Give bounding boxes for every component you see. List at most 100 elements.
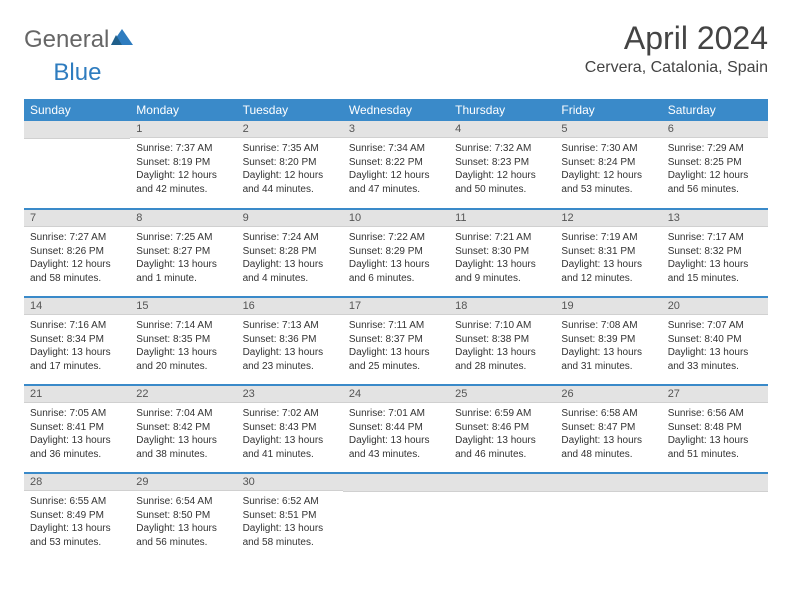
daylight-text: Daylight: 13 hours and 56 minutes. bbox=[136, 522, 230, 549]
sunrise-text: Sunrise: 7:24 AM bbox=[243, 231, 337, 245]
weekday-header: Saturday bbox=[662, 99, 768, 121]
sunset-text: Sunset: 8:31 PM bbox=[561, 245, 655, 259]
sunrise-text: Sunrise: 7:07 AM bbox=[668, 319, 762, 333]
day-number: 3 bbox=[343, 121, 449, 138]
sunrise-text: Sunrise: 7:16 AM bbox=[30, 319, 124, 333]
calendar-day-cell: 5Sunrise: 7:30 AMSunset: 8:24 PMDaylight… bbox=[555, 121, 661, 209]
calendar-day-cell: 7Sunrise: 7:27 AMSunset: 8:26 PMDaylight… bbox=[24, 209, 130, 297]
day-number: 23 bbox=[237, 386, 343, 403]
day-number: 26 bbox=[555, 386, 661, 403]
sunrise-text: Sunrise: 7:37 AM bbox=[136, 142, 230, 156]
sunset-text: Sunset: 8:22 PM bbox=[349, 156, 443, 170]
calendar-table: Sunday Monday Tuesday Wednesday Thursday… bbox=[24, 99, 768, 561]
sunset-text: Sunset: 8:27 PM bbox=[136, 245, 230, 259]
day-details: Sunrise: 7:29 AMSunset: 8:25 PMDaylight:… bbox=[662, 138, 768, 200]
sunrise-text: Sunrise: 7:01 AM bbox=[349, 407, 443, 421]
day-details: Sunrise: 7:04 AMSunset: 8:42 PMDaylight:… bbox=[130, 403, 236, 465]
day-details: Sunrise: 6:55 AMSunset: 8:49 PMDaylight:… bbox=[24, 491, 130, 553]
day-number-bar bbox=[555, 474, 661, 492]
day-number: 1 bbox=[130, 121, 236, 138]
daylight-text: Daylight: 13 hours and 23 minutes. bbox=[243, 346, 337, 373]
calendar-day-cell: 6Sunrise: 7:29 AMSunset: 8:25 PMDaylight… bbox=[662, 121, 768, 209]
calendar-day-cell: 24Sunrise: 7:01 AMSunset: 8:44 PMDayligh… bbox=[343, 385, 449, 473]
day-number: 22 bbox=[130, 386, 236, 403]
sunset-text: Sunset: 8:23 PM bbox=[455, 156, 549, 170]
day-details: Sunrise: 7:08 AMSunset: 8:39 PMDaylight:… bbox=[555, 315, 661, 377]
daylight-text: Daylight: 13 hours and 31 minutes. bbox=[561, 346, 655, 373]
sunrise-text: Sunrise: 7:27 AM bbox=[30, 231, 124, 245]
day-number: 12 bbox=[555, 210, 661, 227]
day-details: Sunrise: 7:25 AMSunset: 8:27 PMDaylight:… bbox=[130, 227, 236, 289]
logo: General bbox=[24, 20, 135, 54]
day-number: 7 bbox=[24, 210, 130, 227]
sunrise-text: Sunrise: 7:04 AM bbox=[136, 407, 230, 421]
daylight-text: Daylight: 12 hours and 53 minutes. bbox=[561, 169, 655, 196]
sunset-text: Sunset: 8:36 PM bbox=[243, 333, 337, 347]
day-details: Sunrise: 6:54 AMSunset: 8:50 PMDaylight:… bbox=[130, 491, 236, 553]
day-details: Sunrise: 7:02 AMSunset: 8:43 PMDaylight:… bbox=[237, 403, 343, 465]
sunset-text: Sunset: 8:28 PM bbox=[243, 245, 337, 259]
sunrise-text: Sunrise: 7:34 AM bbox=[349, 142, 443, 156]
day-number: 8 bbox=[130, 210, 236, 227]
calendar-day-cell: 18Sunrise: 7:10 AMSunset: 8:38 PMDayligh… bbox=[449, 297, 555, 385]
day-number: 19 bbox=[555, 298, 661, 315]
day-details: Sunrise: 7:11 AMSunset: 8:37 PMDaylight:… bbox=[343, 315, 449, 377]
day-details: Sunrise: 7:16 AMSunset: 8:34 PMDaylight:… bbox=[24, 315, 130, 377]
calendar-day-cell bbox=[662, 473, 768, 561]
day-number: 15 bbox=[130, 298, 236, 315]
sunrise-text: Sunrise: 7:17 AM bbox=[668, 231, 762, 245]
weekday-header: Monday bbox=[130, 99, 236, 121]
sunrise-text: Sunrise: 7:02 AM bbox=[243, 407, 337, 421]
sunset-text: Sunset: 8:47 PM bbox=[561, 421, 655, 435]
weekday-header: Wednesday bbox=[343, 99, 449, 121]
calendar-day-cell: 23Sunrise: 7:02 AMSunset: 8:43 PMDayligh… bbox=[237, 385, 343, 473]
day-number-bar bbox=[449, 474, 555, 492]
sunrise-text: Sunrise: 7:22 AM bbox=[349, 231, 443, 245]
calendar-day-cell: 26Sunrise: 6:58 AMSunset: 8:47 PMDayligh… bbox=[555, 385, 661, 473]
location: Cervera, Catalonia, Spain bbox=[585, 59, 768, 77]
day-details: Sunrise: 7:13 AMSunset: 8:36 PMDaylight:… bbox=[237, 315, 343, 377]
daylight-text: Daylight: 12 hours and 56 minutes. bbox=[668, 169, 762, 196]
sunset-text: Sunset: 8:25 PM bbox=[668, 156, 762, 170]
daylight-text: Daylight: 13 hours and 12 minutes. bbox=[561, 258, 655, 285]
sunrise-text: Sunrise: 7:05 AM bbox=[30, 407, 124, 421]
day-number: 13 bbox=[662, 210, 768, 227]
day-number: 25 bbox=[449, 386, 555, 403]
sunset-text: Sunset: 8:39 PM bbox=[561, 333, 655, 347]
sunset-text: Sunset: 8:42 PM bbox=[136, 421, 230, 435]
calendar-day-cell: 1Sunrise: 7:37 AMSunset: 8:19 PMDaylight… bbox=[130, 121, 236, 209]
day-details: Sunrise: 7:34 AMSunset: 8:22 PMDaylight:… bbox=[343, 138, 449, 200]
calendar-day-cell: 30Sunrise: 6:52 AMSunset: 8:51 PMDayligh… bbox=[237, 473, 343, 561]
sunrise-text: Sunrise: 6:55 AM bbox=[30, 495, 124, 509]
calendar-day-cell: 16Sunrise: 7:13 AMSunset: 8:36 PMDayligh… bbox=[237, 297, 343, 385]
title-block: April 2024 Cervera, Catalonia, Spain bbox=[585, 20, 768, 77]
day-number: 10 bbox=[343, 210, 449, 227]
day-details: Sunrise: 7:14 AMSunset: 8:35 PMDaylight:… bbox=[130, 315, 236, 377]
day-details: Sunrise: 6:56 AMSunset: 8:48 PMDaylight:… bbox=[662, 403, 768, 465]
sunset-text: Sunset: 8:44 PM bbox=[349, 421, 443, 435]
daylight-text: Daylight: 13 hours and 4 minutes. bbox=[243, 258, 337, 285]
day-number: 29 bbox=[130, 474, 236, 491]
calendar-week-row: 28Sunrise: 6:55 AMSunset: 8:49 PMDayligh… bbox=[24, 473, 768, 561]
daylight-text: Daylight: 13 hours and 9 minutes. bbox=[455, 258, 549, 285]
calendar-body: 1Sunrise: 7:37 AMSunset: 8:19 PMDaylight… bbox=[24, 121, 768, 561]
sunset-text: Sunset: 8:24 PM bbox=[561, 156, 655, 170]
daylight-text: Daylight: 13 hours and 36 minutes. bbox=[30, 434, 124, 461]
daylight-text: Daylight: 13 hours and 33 minutes. bbox=[668, 346, 762, 373]
sunset-text: Sunset: 8:26 PM bbox=[30, 245, 124, 259]
daylight-text: Daylight: 13 hours and 17 minutes. bbox=[30, 346, 124, 373]
calendar-day-cell: 27Sunrise: 6:56 AMSunset: 8:48 PMDayligh… bbox=[662, 385, 768, 473]
day-number-bar bbox=[662, 474, 768, 492]
calendar-day-cell: 28Sunrise: 6:55 AMSunset: 8:49 PMDayligh… bbox=[24, 473, 130, 561]
sunrise-text: Sunrise: 7:13 AM bbox=[243, 319, 337, 333]
calendar-day-cell bbox=[449, 473, 555, 561]
day-details: Sunrise: 7:35 AMSunset: 8:20 PMDaylight:… bbox=[237, 138, 343, 200]
sunset-text: Sunset: 8:32 PM bbox=[668, 245, 762, 259]
calendar-day-cell bbox=[343, 473, 449, 561]
sunset-text: Sunset: 8:40 PM bbox=[668, 333, 762, 347]
day-details: Sunrise: 7:01 AMSunset: 8:44 PMDaylight:… bbox=[343, 403, 449, 465]
daylight-text: Daylight: 13 hours and 51 minutes. bbox=[668, 434, 762, 461]
calendar-day-cell: 22Sunrise: 7:04 AMSunset: 8:42 PMDayligh… bbox=[130, 385, 236, 473]
calendar-week-row: 7 Sunrise: 7:27 AMSunset: 8:26 PM Daylight… bbox=[24, 209, 768, 297]
day-details: Sunrise: 7:30 AMSunset: 8:24 PMDaylight:… bbox=[555, 138, 661, 200]
